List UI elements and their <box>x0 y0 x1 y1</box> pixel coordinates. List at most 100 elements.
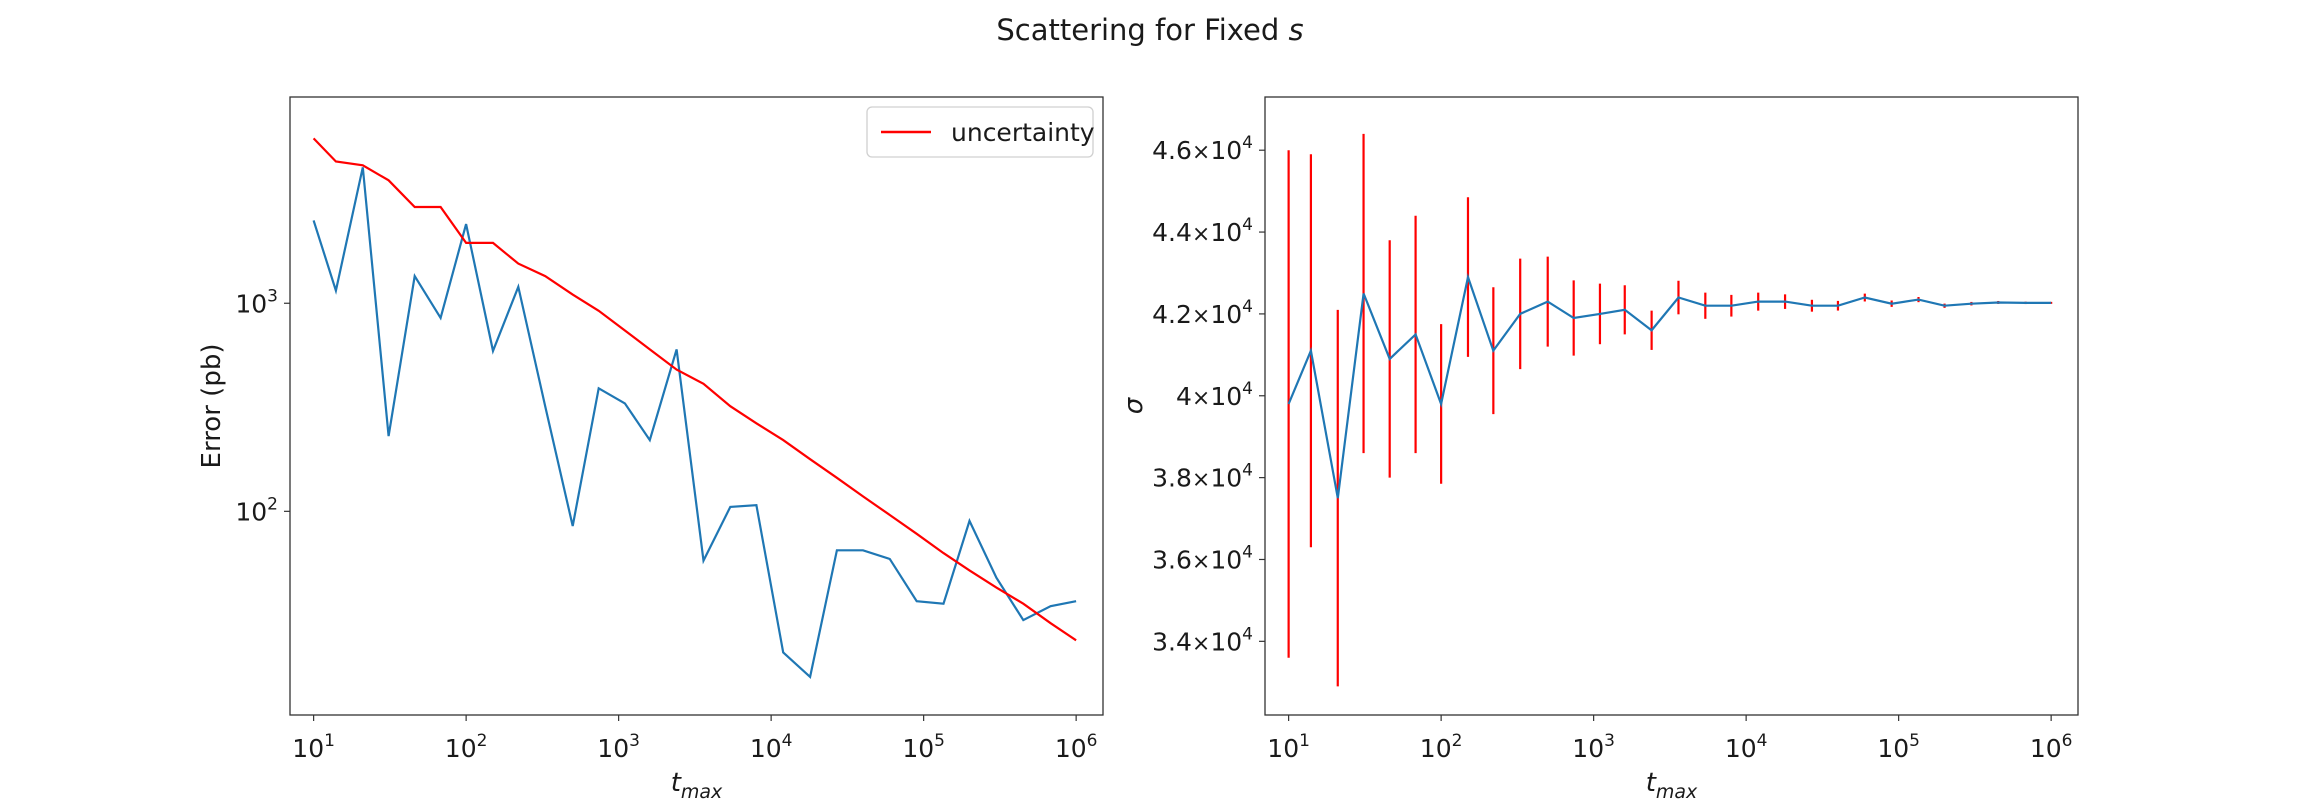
x-tick-base: 10 <box>2030 734 2062 763</box>
figure-title-variable: s <box>1289 13 1304 47</box>
legend-box <box>866 106 1094 158</box>
data-point <box>1757 300 1759 302</box>
y-tick-label: 4.2×104 <box>1152 297 1253 329</box>
x-tick-base: 10 <box>1420 734 1452 763</box>
y-tick-mantissa: 4.2 <box>1152 300 1192 329</box>
data-point <box>465 242 467 244</box>
data-point <box>729 506 731 508</box>
axes-frame <box>289 96 1104 716</box>
x-tick-exponent: 4 <box>782 731 793 751</box>
y-tick-base: 10 <box>1210 464 1242 493</box>
data-point <box>1414 333 1416 335</box>
x-tick-label: 104 <box>750 731 793 763</box>
data-point <box>544 275 546 277</box>
x-tick-exponent: 2 <box>1452 731 1463 751</box>
y-tick-base: 10 <box>1210 136 1242 165</box>
y-tick-times: × <box>1192 386 1210 411</box>
data-point <box>755 422 757 424</box>
y-tick-base: 10 <box>1210 382 1242 411</box>
data-point <box>702 559 704 561</box>
y-tick-base: 10 <box>235 497 267 526</box>
data-point <box>1492 350 1494 352</box>
data-point <box>915 533 917 535</box>
x-tick-base: 10 <box>1725 734 1757 763</box>
data-point <box>1310 350 1312 352</box>
y-tick-exponent: 4 <box>1242 133 1253 153</box>
y-axis-label: σ <box>1119 396 1149 414</box>
data-point <box>1997 301 1999 303</box>
data-point <box>649 439 651 441</box>
data-point <box>1337 497 1339 499</box>
x-tick-exponent: 2 <box>477 731 488 751</box>
x-tick-exponent: 6 <box>1087 731 1098 751</box>
data-point <box>836 549 838 551</box>
y-tick-base: 10 <box>1210 218 1242 247</box>
data-point <box>782 651 784 653</box>
data-point <box>335 160 337 162</box>
y-tick-mantissa: 3.6 <box>1152 545 1192 574</box>
x-tick-exponent: 3 <box>629 731 640 751</box>
x-tick-exponent: 5 <box>1909 731 1920 751</box>
value-series-line <box>312 167 1077 680</box>
data-point <box>862 495 864 497</box>
data-point <box>312 137 314 139</box>
data-point <box>413 275 415 277</box>
x-tick-exponent: 3 <box>1604 731 1615 751</box>
data-point <box>1677 296 1679 298</box>
data-point <box>1388 358 1390 360</box>
sigma-panel: 101 102 103 104 105 1063.4×1043.6×1043.8×1044… <box>1119 96 2079 800</box>
x-axis-label-main: t <box>1646 768 1657 798</box>
data-point <box>517 262 519 264</box>
x-tick-label: 106 <box>2030 731 2073 763</box>
data-point <box>387 179 389 181</box>
uncertainty-series-line <box>312 137 1077 642</box>
x-tick-base: 10 <box>445 734 477 763</box>
y-tick-base: 10 <box>235 289 267 318</box>
x-tick-label: 106 <box>1055 731 1098 763</box>
data-point <box>624 329 626 331</box>
data-point <box>572 525 574 527</box>
data-point <box>1650 329 1652 331</box>
x-tick-exponent: 6 <box>2062 731 2073 751</box>
x-tick-base: 10 <box>292 734 324 763</box>
x-tick-label: 101 <box>1267 731 1310 763</box>
data-point <box>809 676 811 678</box>
x-tick-label: 103 <box>597 731 640 763</box>
data-point <box>995 586 997 588</box>
data-point <box>782 439 784 441</box>
data-point <box>1704 305 1706 307</box>
x-tick-exponent: 1 <box>1299 731 1310 751</box>
y-tick-base: 10 <box>1210 545 1242 574</box>
data-point <box>1049 622 1051 624</box>
y-tick-label: 4.4×104 <box>1152 215 1253 247</box>
y-tick-times: × <box>1192 222 1210 247</box>
data-point <box>1075 600 1077 602</box>
data-point <box>809 458 811 460</box>
data-point <box>492 242 494 244</box>
x-axis-label-subscript: max <box>681 781 723 800</box>
y-tick-exponent: 2 <box>267 494 278 514</box>
x-axis-label: tmax <box>1646 768 1698 800</box>
legend-label: uncertainty <box>951 118 1095 147</box>
x-tick-label: 102 <box>1420 731 1463 763</box>
data-point <box>1943 305 1945 307</box>
legend: uncertainty <box>866 106 1095 158</box>
x-tick-label: 102 <box>445 731 488 763</box>
data-point <box>362 164 364 166</box>
data-point <box>836 477 838 479</box>
x-tick-base: 10 <box>1267 734 1299 763</box>
data-point <box>942 602 944 604</box>
data-point <box>597 310 599 312</box>
data-point <box>597 387 599 389</box>
x-tick-label: 105 <box>1877 731 1920 763</box>
x-tick-label: 105 <box>902 731 945 763</box>
data-point <box>755 504 757 506</box>
data-point <box>1624 309 1626 311</box>
data-point <box>1362 292 1364 294</box>
data-point <box>544 405 546 407</box>
data-point <box>968 520 970 522</box>
data-point <box>439 206 441 208</box>
y-tick-label: 102 <box>235 494 278 526</box>
x-tick-exponent: 4 <box>1757 731 1768 751</box>
